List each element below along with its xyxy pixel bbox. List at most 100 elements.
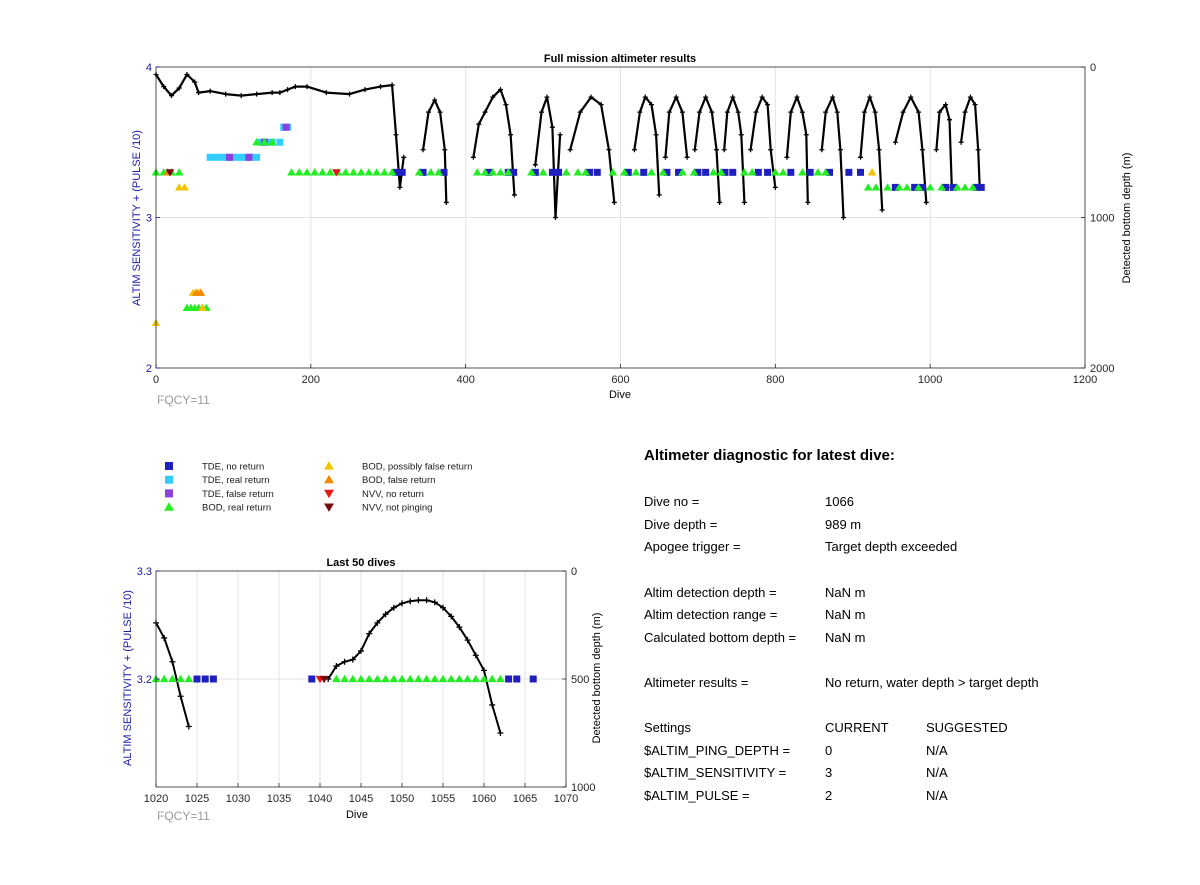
depth-point (696, 109, 702, 115)
bod-real-return-marker (952, 183, 962, 191)
tde-no-return-marker (702, 168, 710, 176)
tde-no-return-marker (485, 168, 493, 176)
depth-point (552, 215, 558, 220)
y-right-tick-label: 1000 (571, 782, 595, 794)
x-tick-label: 400 (456, 374, 474, 386)
tde-real-return-marker (229, 153, 237, 161)
bod-real-return-marker (608, 168, 618, 176)
depth-point (975, 147, 981, 153)
nvv-not-pinging-marker (319, 675, 329, 684)
depth-point (238, 93, 244, 99)
depth-point (161, 634, 168, 641)
depth-point (713, 147, 719, 153)
bod-real-return-marker (960, 183, 970, 191)
depth-point (177, 693, 184, 700)
depth-point (876, 147, 882, 153)
bod-false-return-marker (196, 288, 206, 296)
y-right-tick-label: 1000 (1090, 213, 1114, 225)
bod-real-return-marker (658, 168, 668, 176)
tde-no-return-marker (513, 675, 521, 683)
bod-real-return-marker (573, 168, 583, 176)
bod-real-return-marker (287, 168, 296, 176)
main-depth-series (153, 72, 983, 220)
depth-point (784, 154, 790, 160)
tde-false-return-marker (282, 123, 290, 131)
depth-point (448, 613, 455, 620)
x-tick-label: 1040 (308, 793, 332, 805)
bod-real-return-marker (678, 168, 687, 176)
depth-point (176, 85, 182, 91)
depth-point (277, 90, 283, 96)
y-right-tick-label: 500 (571, 674, 589, 686)
depth-point (168, 93, 174, 99)
depth-line (894, 96, 928, 203)
main-fqcy-annotation: FQCY=11 (157, 393, 210, 407)
bod-real-return-marker (487, 674, 497, 683)
bod-real-return-marker (438, 674, 448, 683)
x-tick-label: 1065 (513, 793, 537, 805)
depth-point (724, 109, 730, 115)
legend-marker (324, 489, 334, 499)
y-right-tick-label: 2000 (1090, 363, 1114, 375)
bod-real-return-marker (422, 674, 431, 683)
depth-point (673, 94, 679, 100)
depth-point (423, 597, 430, 604)
depth-point (415, 597, 422, 604)
depth-point (464, 637, 471, 644)
depth-point (759, 94, 765, 100)
depth-point (557, 132, 563, 138)
bod-real-return-marker (356, 674, 366, 683)
bod-real-return-marker (503, 168, 513, 176)
y-right-tick-label: 0 (1090, 62, 1096, 74)
tde-no-return-marker (308, 675, 316, 683)
depth-line (693, 96, 721, 203)
depth-point (738, 132, 744, 138)
tde-no-return-marker (548, 168, 556, 176)
bod-real-return-marker (159, 674, 169, 683)
zoom-marker-series (151, 674, 537, 684)
zoom-tick-labels: 1020 1025 1030 1035 1040 1045 1050 1055 1060 1065… (137, 566, 596, 805)
depth-point (765, 102, 771, 108)
depth-point (374, 619, 381, 626)
depth-point (958, 139, 964, 145)
depth-point (437, 109, 443, 115)
depth-point (611, 199, 617, 205)
bod-real-return-marker (426, 168, 436, 176)
depth-point (476, 121, 482, 127)
depth-point (185, 723, 192, 730)
depth-point (482, 109, 488, 115)
tde-no-return-marker (694, 168, 702, 176)
depth-point (642, 94, 648, 100)
dive-depth-label: Dive depth = (644, 517, 718, 532)
depth-point (840, 215, 846, 220)
main-x-axis-label: Dive (609, 389, 631, 401)
y-right-tick-label: 0 (571, 566, 577, 578)
depth-point (900, 109, 906, 115)
x-tick-label: 1070 (554, 793, 578, 805)
detect-depth-label: Altim detection depth = (644, 585, 777, 600)
dive-no-value: 1066 (825, 494, 854, 509)
legend-label: NVV, not pinging (362, 503, 432, 514)
legend-label: BOD, real return (202, 503, 271, 514)
bod-real-return-marker (340, 674, 349, 683)
legend-label: TDE, false return (202, 489, 274, 500)
depth-point (967, 94, 973, 100)
depth-point (292, 84, 298, 90)
depth-point (684, 154, 690, 160)
bod-real-return-marker (430, 674, 440, 683)
tde-real-return-marker (236, 153, 244, 161)
depth-point (472, 652, 479, 659)
bod-real-return-marker (356, 168, 366, 176)
main-y-left-label: ALTIM SENSITIVITY + (PULSE /10) (131, 130, 143, 306)
x-tick-label: 1045 (349, 793, 373, 805)
bod-real-return-marker (581, 168, 591, 176)
setting-name: $ALTIM_SENSITIVITY = (644, 765, 787, 780)
depth-point (631, 147, 637, 153)
depth-point (397, 184, 403, 190)
setting-suggested: N/A (926, 743, 948, 758)
depth-point (382, 611, 389, 618)
setting-suggested: N/A (926, 788, 948, 803)
depth-point (508, 132, 514, 138)
legend-label: NVV, no return (362, 489, 424, 500)
